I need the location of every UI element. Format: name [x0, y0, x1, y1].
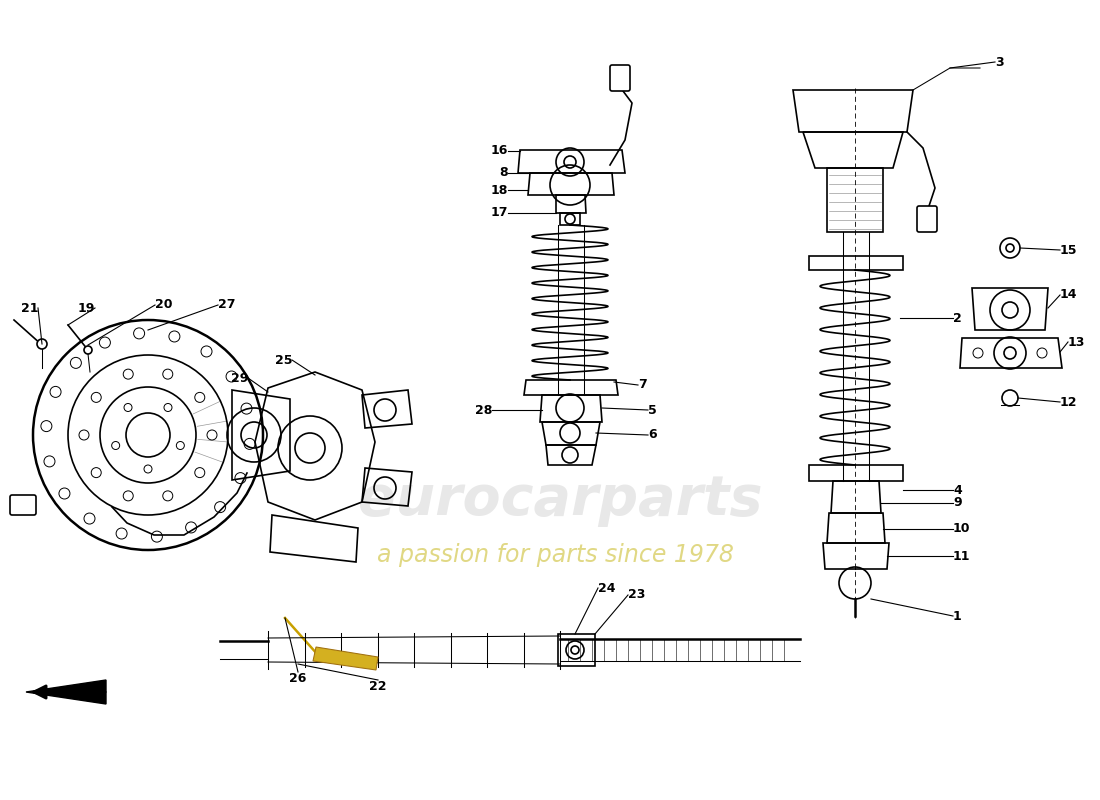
Circle shape [79, 430, 89, 440]
Circle shape [144, 465, 152, 473]
Text: 22: 22 [370, 680, 387, 693]
Text: 1: 1 [953, 610, 961, 622]
Circle shape [176, 442, 185, 450]
Text: 3: 3 [996, 55, 1003, 69]
Circle shape [201, 346, 212, 357]
Text: 25: 25 [275, 354, 292, 366]
Polygon shape [26, 680, 106, 704]
Circle shape [195, 392, 205, 402]
Text: 24: 24 [598, 582, 616, 594]
Circle shape [214, 502, 225, 513]
Text: 11: 11 [953, 550, 970, 562]
Circle shape [186, 522, 197, 533]
Circle shape [195, 468, 205, 478]
Text: 5: 5 [648, 403, 657, 417]
Text: 8: 8 [499, 166, 508, 179]
Text: a passion for parts since 1978: a passion for parts since 1978 [376, 543, 734, 567]
Circle shape [241, 403, 252, 414]
Text: 28: 28 [474, 403, 492, 417]
Text: 29: 29 [231, 371, 248, 385]
Circle shape [227, 371, 238, 382]
Text: 7: 7 [638, 378, 647, 391]
Circle shape [99, 337, 110, 348]
FancyBboxPatch shape [917, 206, 937, 232]
Circle shape [133, 328, 144, 339]
Circle shape [235, 473, 246, 484]
Circle shape [124, 403, 132, 411]
FancyBboxPatch shape [610, 65, 630, 91]
Circle shape [91, 468, 101, 478]
Circle shape [117, 528, 128, 539]
Text: 27: 27 [218, 298, 235, 311]
Circle shape [91, 392, 101, 402]
Text: 2: 2 [953, 311, 961, 325]
Circle shape [44, 456, 55, 467]
Text: 19: 19 [78, 302, 95, 314]
Text: 12: 12 [1060, 395, 1078, 409]
Text: 16: 16 [491, 145, 508, 158]
Text: 6: 6 [648, 429, 657, 442]
Text: 13: 13 [1068, 335, 1086, 349]
Text: 10: 10 [953, 522, 970, 535]
Circle shape [207, 430, 217, 440]
Text: 17: 17 [491, 206, 508, 219]
Polygon shape [314, 647, 378, 670]
Circle shape [163, 369, 173, 379]
Circle shape [169, 331, 180, 342]
Circle shape [123, 369, 133, 379]
Text: 23: 23 [628, 589, 646, 602]
Circle shape [37, 339, 47, 349]
Circle shape [84, 346, 92, 354]
Text: 15: 15 [1060, 243, 1078, 257]
Circle shape [152, 531, 163, 542]
Circle shape [112, 442, 120, 450]
Circle shape [84, 513, 95, 524]
Circle shape [164, 403, 172, 411]
Text: 14: 14 [1060, 289, 1078, 302]
Text: 20: 20 [155, 298, 173, 311]
Text: eurocarparts: eurocarparts [358, 473, 762, 527]
Circle shape [51, 386, 62, 398]
Circle shape [59, 488, 70, 499]
Circle shape [163, 491, 173, 501]
Circle shape [41, 421, 52, 432]
Text: 9: 9 [953, 497, 961, 510]
Circle shape [244, 438, 255, 450]
Text: 26: 26 [289, 672, 307, 685]
Text: 21: 21 [21, 302, 38, 314]
Text: 18: 18 [491, 183, 508, 197]
Circle shape [123, 491, 133, 501]
Circle shape [70, 358, 81, 368]
Text: 4: 4 [953, 483, 961, 497]
